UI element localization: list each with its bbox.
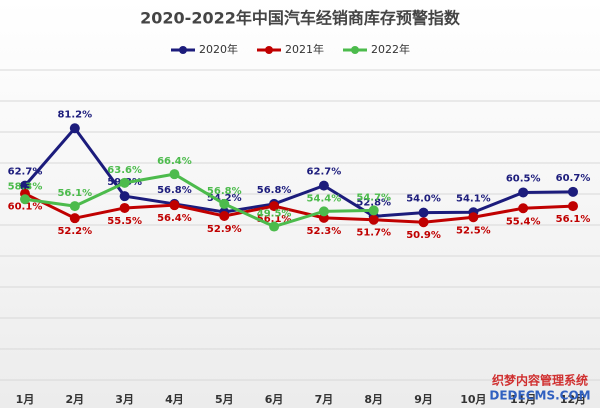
x-tick-label: 7月 bbox=[315, 393, 334, 406]
data-label: 56.1% bbox=[57, 188, 92, 199]
data-label: 51.7% bbox=[356, 228, 391, 239]
data-label: 54.2% bbox=[207, 193, 242, 204]
series-line bbox=[24, 172, 374, 229]
x-tick-label: 1月 bbox=[16, 393, 35, 406]
data-label: 56.1% bbox=[257, 214, 292, 225]
data-label: 52.9% bbox=[207, 224, 242, 235]
legend: 2020年 2021年 2022年 bbox=[171, 42, 410, 56]
data-point bbox=[69, 123, 80, 134]
data-label: 56.1% bbox=[556, 214, 591, 225]
data-label: 52.3% bbox=[307, 226, 342, 237]
data-point bbox=[20, 180, 30, 191]
data-label: 52.5% bbox=[456, 225, 491, 236]
data-label: 56.8% bbox=[207, 186, 242, 197]
data-label: 60.7% bbox=[556, 173, 591, 184]
data-label: 50.9% bbox=[406, 230, 441, 241]
data-point bbox=[69, 201, 80, 212]
data-label: 49.5% bbox=[257, 209, 292, 220]
plot: 1月2月3月4月5月6月7月8月9月10月11月12月62.7%81.2%59.… bbox=[8, 109, 591, 406]
data-label: 55.5% bbox=[107, 216, 142, 227]
legend-label: 2021年 bbox=[285, 42, 324, 56]
watermark: 织梦内容管理系统 bbox=[492, 373, 588, 388]
x-tick-label: 11月 bbox=[510, 393, 536, 406]
data-point bbox=[318, 206, 329, 217]
data-point bbox=[269, 201, 280, 212]
data-label: 54.7% bbox=[356, 192, 391, 203]
series-line bbox=[24, 192, 574, 224]
legend-marker bbox=[179, 46, 187, 54]
data-point bbox=[368, 214, 379, 225]
data-label: 52.8% bbox=[356, 197, 391, 208]
data-point bbox=[418, 207, 429, 218]
data-label: 54.0% bbox=[406, 194, 441, 205]
legend-marker bbox=[351, 46, 359, 54]
data-point bbox=[119, 177, 130, 188]
x-tick-label: 8月 bbox=[364, 393, 383, 406]
data-point bbox=[518, 203, 529, 214]
data-label: 52.2% bbox=[57, 226, 92, 237]
data-point bbox=[169, 200, 180, 211]
data-label: 63.6% bbox=[107, 165, 142, 176]
data-label: 62.7% bbox=[307, 167, 342, 178]
data-point bbox=[169, 169, 180, 180]
data-label: 60.1% bbox=[8, 202, 43, 213]
legend-label: 2022年 bbox=[371, 42, 410, 56]
x-tick-label: 3月 bbox=[115, 393, 134, 406]
data-point bbox=[318, 180, 329, 191]
data-label: 66.4% bbox=[157, 156, 192, 167]
x-tick-label: 6月 bbox=[265, 393, 284, 406]
data-point bbox=[518, 187, 529, 198]
data-label: 55.4% bbox=[506, 216, 541, 227]
legend-label: 2020年 bbox=[199, 42, 238, 56]
chart-title: 2020-2022年中国汽车经销商库存预警指数 bbox=[140, 9, 461, 28]
x-tick-label: 5月 bbox=[215, 393, 234, 406]
data-point bbox=[368, 205, 379, 216]
data-point bbox=[219, 198, 230, 209]
data-point bbox=[468, 212, 479, 223]
data-point bbox=[119, 191, 130, 202]
data-point bbox=[119, 202, 130, 213]
data-label: 54.4% bbox=[307, 193, 342, 204]
data-point bbox=[20, 194, 30, 205]
x-tick-label: 9月 bbox=[414, 393, 433, 406]
legend-marker bbox=[265, 46, 273, 54]
data-label: 60.5% bbox=[506, 173, 541, 184]
data-label: 56.8% bbox=[157, 185, 192, 196]
x-tick-label: 12月 bbox=[560, 393, 586, 406]
data-label: 56.8% bbox=[257, 185, 292, 196]
data-label: 62.7% bbox=[8, 167, 43, 178]
data-label: 56.4% bbox=[157, 213, 192, 224]
data-point bbox=[269, 221, 280, 232]
x-tick-label: 4月 bbox=[165, 393, 184, 406]
x-tick-label: 2月 bbox=[65, 393, 84, 406]
data-point bbox=[568, 186, 578, 197]
data-point bbox=[219, 211, 230, 222]
data-label: 54.1% bbox=[456, 193, 491, 204]
series-line bbox=[23, 126, 574, 218]
x-tick-label: 10月 bbox=[460, 393, 486, 406]
data-point bbox=[69, 213, 80, 224]
data-point bbox=[568, 201, 578, 212]
data-label: 58.3% bbox=[8, 181, 43, 192]
watermark: DEDECMS.COM bbox=[489, 389, 590, 403]
data-label: 81.2% bbox=[57, 109, 92, 120]
data-point bbox=[418, 217, 429, 228]
